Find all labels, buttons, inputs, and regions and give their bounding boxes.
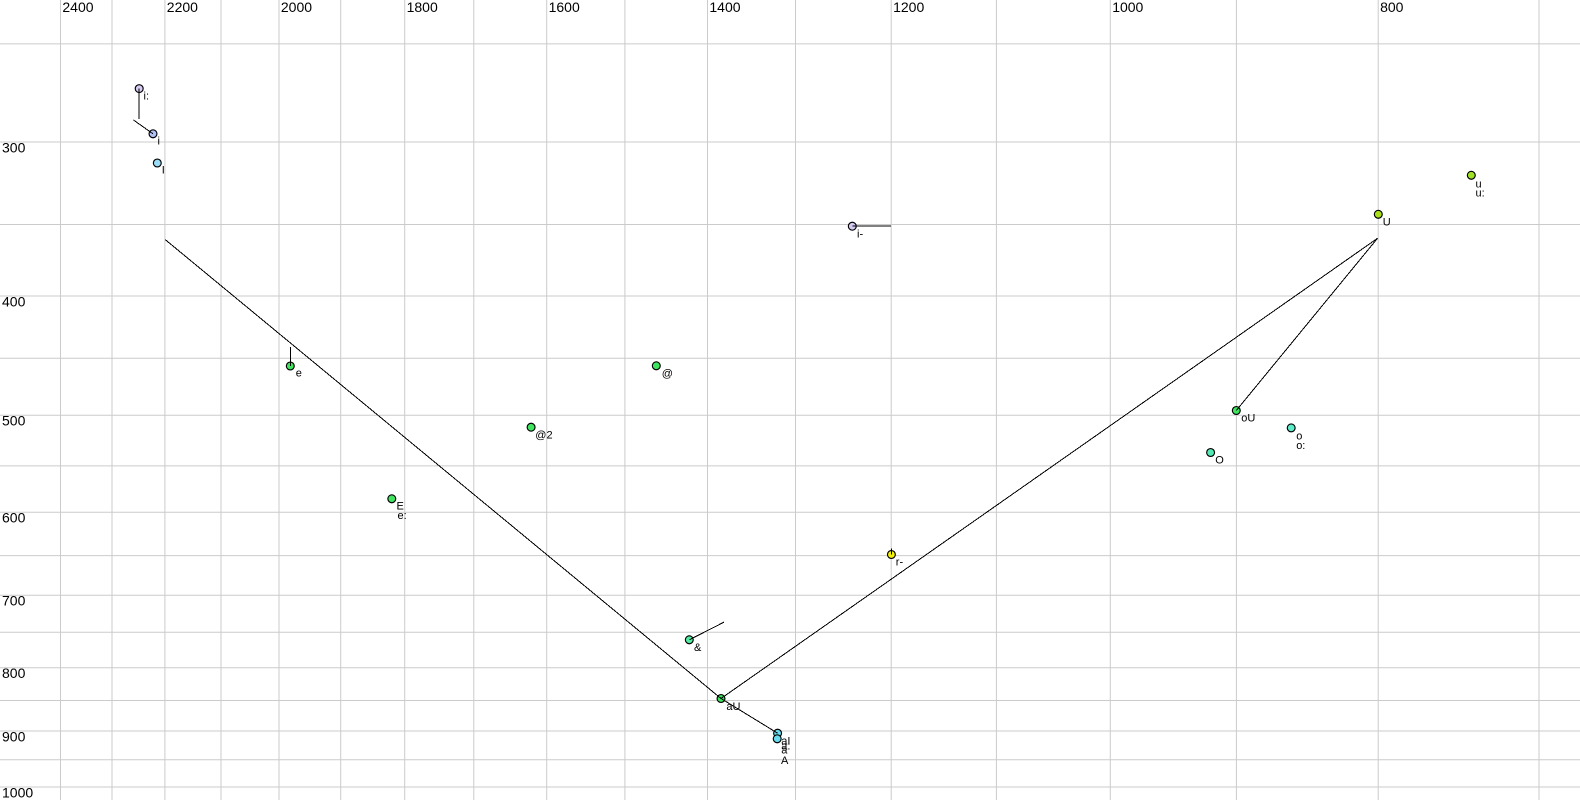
- svg-text:O: O: [1215, 454, 1224, 466]
- svg-text:2200: 2200: [167, 0, 198, 15]
- svg-text:i-: i-: [857, 228, 863, 240]
- svg-text:@: @: [662, 368, 673, 380]
- svg-text:1200: 1200: [893, 0, 924, 15]
- svg-text:aI: aI: [781, 735, 790, 747]
- svg-text:1600: 1600: [549, 0, 580, 15]
- svg-text:i:: i:: [144, 91, 150, 103]
- svg-text:&: &: [694, 642, 702, 654]
- svg-text:a: a: [781, 744, 788, 756]
- svg-text:I: I: [162, 165, 165, 177]
- svg-text:900: 900: [2, 728, 26, 744]
- svg-text:1000: 1000: [1112, 0, 1143, 15]
- svg-text:300: 300: [2, 139, 26, 155]
- svg-text:e:: e:: [398, 510, 407, 522]
- svg-text:400: 400: [2, 293, 26, 309]
- svg-text:800: 800: [2, 665, 26, 681]
- svg-text:1800: 1800: [407, 0, 438, 15]
- svg-text:u: u: [1476, 178, 1482, 190]
- svg-text:1000: 1000: [2, 784, 33, 800]
- svg-text:u:: u:: [1476, 187, 1485, 199]
- svg-text:700: 700: [2, 593, 26, 609]
- svg-text:800: 800: [1380, 0, 1404, 15]
- svg-text:2000: 2000: [281, 0, 312, 15]
- svg-text:i: i: [158, 136, 160, 148]
- svg-text:o:: o:: [1296, 440, 1305, 452]
- svg-text:aU: aU: [726, 701, 740, 713]
- svg-text:r-: r-: [896, 557, 904, 569]
- svg-text:1400: 1400: [709, 0, 740, 15]
- svg-text:o: o: [1296, 430, 1302, 442]
- svg-text:a:: a:: [781, 741, 790, 753]
- svg-text:@2: @2: [535, 429, 552, 441]
- svg-text:oU: oU: [1241, 413, 1255, 425]
- svg-text:E: E: [397, 501, 404, 513]
- svg-text:e: e: [296, 368, 302, 380]
- svg-text:U: U: [1383, 217, 1391, 229]
- svg-text:A: A: [781, 755, 789, 767]
- svg-text:600: 600: [2, 510, 26, 526]
- svg-text:500: 500: [2, 413, 26, 429]
- svg-text:2400: 2400: [62, 0, 93, 15]
